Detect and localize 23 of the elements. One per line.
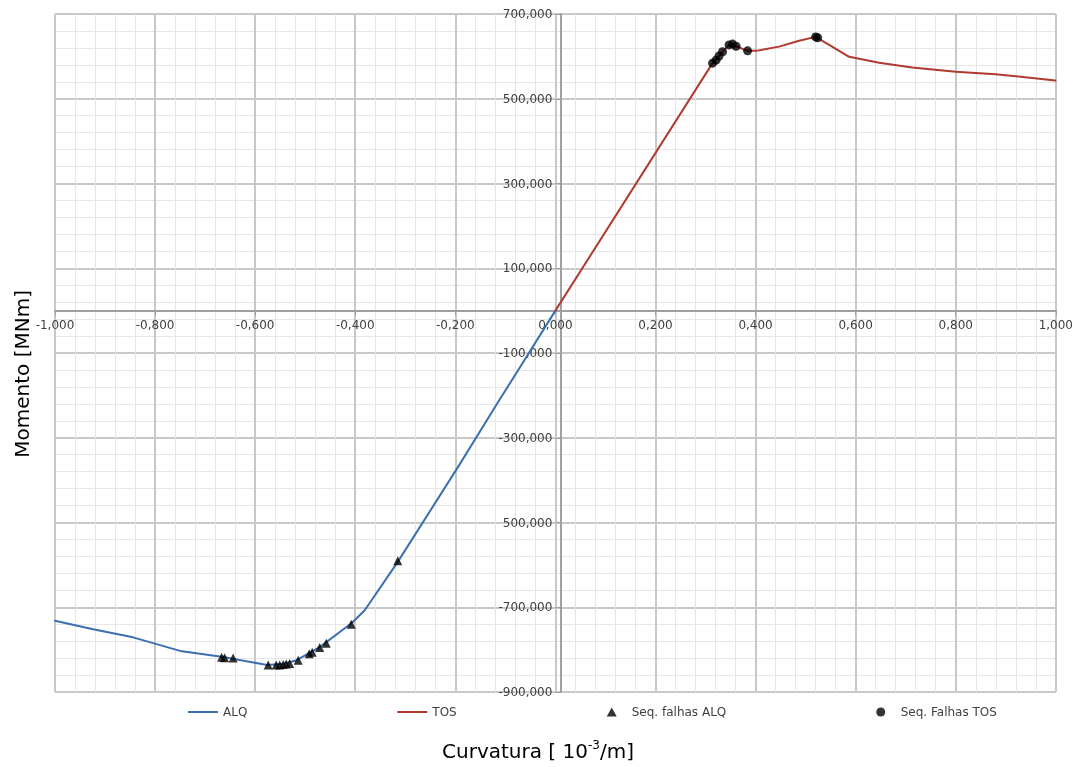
x-tick-label: 0,400	[738, 317, 773, 332]
legend-label: Seq. falhas ALQ	[631, 705, 727, 719]
x-tick-label: -0,600	[235, 317, 275, 332]
x-tick-label: 0,600	[838, 317, 873, 332]
y-axis-title: Momento [MNm]	[10, 289, 34, 458]
legend-label: TOS	[431, 705, 457, 719]
x-tick-label: 0,200	[638, 317, 673, 332]
x-tick-label: 1,000	[1038, 317, 1073, 332]
y-tick-label: 700,000	[502, 7, 553, 21]
x-tick-label: 0,800	[938, 317, 973, 332]
y-tick-label: 300,000	[502, 176, 553, 191]
legend-label: Seq. Falhas TOS	[900, 705, 997, 719]
y-tick-label: -300,000	[498, 430, 553, 445]
y-tick-label: 500,000	[502, 515, 553, 530]
y-tick-label: 500,000	[502, 91, 553, 106]
x-tick-label: -1,000	[35, 317, 75, 332]
y-tick-label: -900,000	[498, 685, 553, 699]
x-tick-label: -0,200	[435, 317, 475, 332]
x-tick-label: -0,800	[135, 317, 175, 332]
y-tick-label: 100,000	[502, 261, 553, 276]
x-tick-label: -0,400	[335, 317, 375, 332]
legend-label: ALQ	[223, 705, 248, 719]
y-tick-label: -700,000	[498, 600, 553, 615]
